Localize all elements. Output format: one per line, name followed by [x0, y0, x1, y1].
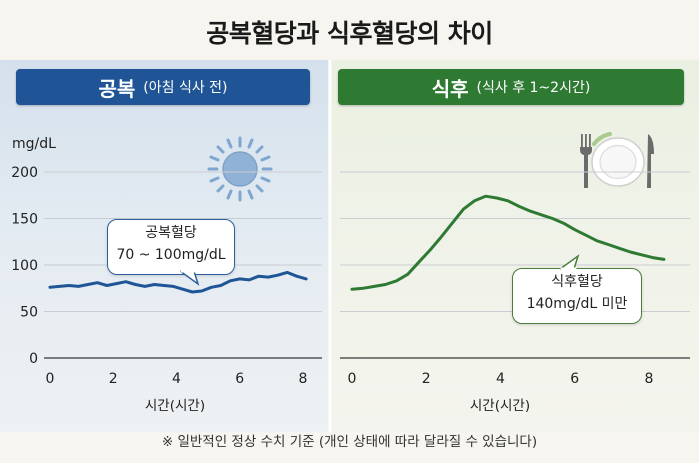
postmeal-header-label: 식후	[431, 76, 469, 101]
postmeal-callout-title: 식후혈당	[551, 274, 603, 290]
panel-divider	[329, 60, 331, 432]
left-x-tick-label: 2	[109, 371, 118, 387]
right-x-tick-label: 0	[348, 371, 357, 387]
right-x-tick-label: 4	[496, 371, 505, 387]
postmeal-range-callout: 식후혈당 140mg/dL 미만	[512, 268, 642, 324]
fasting-header-label: 공복	[98, 76, 136, 101]
left-y-axis-label: mg/dL	[12, 136, 56, 152]
left-y-tick-label: 150	[11, 212, 38, 228]
left-x-tick-label: 6	[235, 371, 244, 387]
right-x-tick-label: 2	[422, 371, 431, 387]
right-x-axis-label: 시간(시간)	[470, 398, 530, 414]
sun-icon	[207, 136, 273, 202]
postmeal-callout-pointer	[560, 254, 580, 270]
footnote: ※ 일반적인 정상 수치 기준 (개인 상태에 따라 달라질 수 있습니다)	[161, 434, 538, 450]
fasting-callout-pointer	[180, 270, 200, 286]
left-y-tick-label: 50	[20, 305, 38, 321]
left-x-tick-label: 4	[172, 371, 181, 387]
left-y-tick-label: 100	[11, 258, 38, 274]
postmeal-callout-range: 140mg/dL 미만	[526, 296, 628, 312]
page-title: 공복혈당과 식후혈당의 차이	[206, 19, 493, 48]
fasting-callout-title: 공복혈당	[145, 225, 197, 241]
right-x-tick-label: 6	[570, 371, 579, 387]
postmeal-panel-background	[332, 60, 699, 432]
plate-fork-knife-icon	[580, 132, 654, 188]
postmeal-header-pill: 식후 (식사 후 1~2시간)	[338, 69, 684, 105]
fasting-header-sublabel: (아침 식사 전)	[143, 80, 228, 96]
fasting-callout-range: 70 ~ 100mg/dL	[116, 247, 226, 263]
fasting-range-callout: 공복혈당 70 ~ 100mg/dL	[107, 219, 235, 275]
fasting-header-pill: 공복 (아침 식사 전)	[16, 69, 310, 105]
left-x-tick-label: 8	[299, 371, 308, 387]
fasting-glucose-line	[48, 270, 308, 294]
left-y-tick-label: 200	[11, 165, 38, 181]
postmeal-header-sublabel: (식사 후 1~2시간)	[476, 80, 591, 96]
right-x-tick-label: 8	[645, 371, 654, 387]
left-x-axis-label: 시간(시간)	[145, 398, 205, 414]
postmeal-glucose-line	[350, 194, 666, 291]
left-y-tick-label: 0	[29, 351, 38, 367]
left-x-tick-label: 0	[46, 371, 55, 387]
